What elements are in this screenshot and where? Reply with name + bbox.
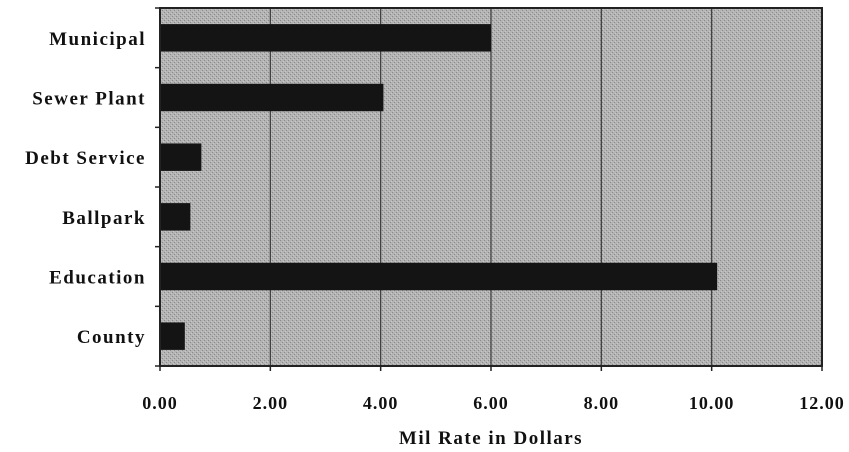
category-label: Debt Service: [25, 148, 146, 169]
bar-ballpark: [161, 203, 191, 231]
category-label: Municipal: [49, 29, 146, 50]
bar-sewer-plant: [161, 83, 384, 112]
category-label: County: [77, 327, 146, 348]
x-tick-label: 10.00: [689, 393, 735, 413]
bar-county: [161, 322, 185, 350]
category-label: Sewer Plant: [32, 89, 146, 110]
bar-debt-service: [161, 143, 202, 171]
x-tick-label: 4.00: [363, 393, 399, 413]
x-axis-title: Mil Rate in Dollars: [399, 428, 583, 449]
bar-municipal: [161, 24, 491, 52]
x-tick-label: 2.00: [253, 393, 289, 413]
gridlines: [155, 7, 823, 371]
category-label: Education: [49, 268, 146, 289]
x-tick-label: 6.00: [473, 393, 509, 413]
x-tick-label: 0.00: [142, 393, 178, 413]
category-label: Ballpark: [62, 208, 146, 229]
plot-frame: [159, 7, 823, 367]
category-labels: Municipal Sewer Plant Debt Service Ballpark…: [25, 29, 146, 348]
x-tick-label: 8.00: [584, 393, 620, 413]
bar-education: [161, 262, 718, 291]
x-tick-label: 12.00: [799, 393, 845, 413]
x-tick-labels: 0.00 2.00 4.00 6.00 8.00 10.00 12.00: [142, 393, 845, 413]
bars: [161, 24, 718, 350]
